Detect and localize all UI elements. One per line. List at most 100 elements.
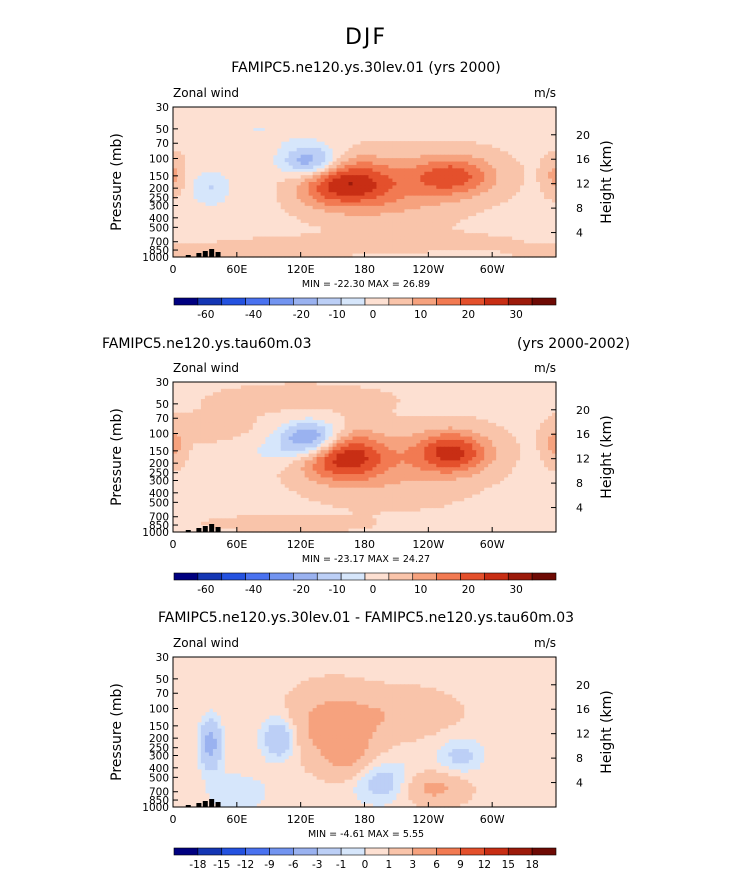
contour-cell	[488, 144, 493, 149]
contour-cell	[296, 147, 302, 152]
contour-cell	[224, 212, 230, 217]
contour-cell	[368, 164, 374, 169]
contour-cell	[536, 250, 541, 255]
contour-cell	[312, 246, 318, 251]
contour-cell	[468, 216, 473, 221]
contour-cell	[504, 395, 509, 400]
contour-cell	[216, 124, 222, 129]
contour-cell	[284, 110, 290, 115]
contour-cell	[356, 171, 362, 176]
contour-cell	[324, 236, 330, 241]
contour-cell	[240, 141, 246, 146]
contour-cell	[420, 222, 425, 227]
contour-cell	[336, 253, 342, 258]
contour-cell	[180, 229, 186, 234]
contour-cell	[180, 110, 186, 115]
contour-cell	[268, 253, 274, 258]
contour-cell	[256, 222, 262, 227]
contour-cell	[204, 134, 210, 139]
contour-cell	[376, 219, 382, 224]
contour-cell	[532, 402, 537, 407]
contour-cell	[280, 120, 286, 125]
contour-cell	[408, 229, 413, 234]
contour-cell	[260, 405, 266, 410]
contour-cell	[548, 253, 553, 258]
contour-cell	[388, 134, 394, 139]
contour-cell	[488, 113, 493, 118]
contour-cell	[472, 161, 477, 166]
contour-cell	[376, 409, 382, 414]
contour-cell	[228, 178, 234, 183]
contour-cell	[232, 405, 238, 410]
contour-cell	[352, 222, 358, 227]
contour-cell	[264, 141, 270, 146]
contour-cell	[460, 164, 465, 169]
contour-cell	[488, 219, 493, 224]
contour-cell	[544, 134, 549, 139]
contour-cell	[376, 117, 382, 122]
contour-cell	[288, 130, 294, 135]
contour-cell	[324, 127, 330, 132]
contour-cell	[428, 120, 433, 125]
contour-cell	[288, 392, 294, 397]
contour-cell	[180, 192, 186, 197]
contour-cell	[216, 219, 222, 224]
contour-cell	[244, 409, 250, 414]
contour-cell	[192, 107, 198, 112]
contour-cell	[412, 195, 417, 200]
contour-cell	[516, 124, 521, 129]
contour-cell	[448, 151, 453, 156]
contour-cell	[448, 137, 453, 142]
contour-cell	[356, 409, 362, 414]
contour-cell	[516, 405, 521, 410]
contour-cell	[416, 195, 421, 200]
contour-cell	[460, 236, 465, 241]
contour-cell	[412, 185, 417, 190]
contour-cell	[344, 205, 350, 210]
contour-cell	[376, 164, 382, 169]
contour-cell	[456, 185, 461, 190]
contour-cell	[328, 130, 334, 135]
contour-cell	[224, 151, 230, 156]
contour-cell	[204, 151, 210, 156]
contour-cell	[400, 229, 405, 234]
contour-cell	[544, 385, 549, 390]
colorbar-swatch	[460, 297, 485, 306]
contour-cell	[236, 236, 242, 241]
contour-cell	[472, 141, 477, 146]
contour-cell	[404, 175, 409, 180]
contour-cell	[524, 382, 529, 387]
contour-cell	[260, 243, 266, 248]
contour-cell	[516, 161, 521, 166]
contour-cell	[352, 209, 358, 214]
contour-cell	[528, 110, 533, 115]
contour-cell	[212, 212, 218, 217]
contour-cell	[368, 222, 374, 227]
contour-cell	[316, 195, 322, 200]
contour-cell	[332, 107, 338, 112]
contour-cell	[404, 409, 409, 414]
contour-cell	[236, 219, 242, 224]
contour-cell	[304, 124, 310, 129]
contour-cell	[412, 402, 417, 407]
contour-cell	[396, 154, 402, 159]
contour-cell	[428, 124, 433, 129]
contour-cell	[484, 222, 489, 227]
y-tick-label: 200	[149, 183, 169, 195]
contour-cell	[368, 110, 374, 115]
contour-cell	[264, 216, 270, 221]
contour-cell	[408, 137, 413, 142]
contour-cell	[540, 120, 545, 125]
contour-cell	[260, 222, 266, 227]
contour-cell	[232, 226, 238, 231]
contour-cell	[248, 216, 254, 221]
contour-cell	[520, 168, 525, 173]
contour-cell	[476, 147, 481, 152]
contour-cell	[228, 113, 234, 118]
contour-cell	[476, 168, 481, 173]
contour-cell	[336, 137, 342, 142]
contour-cell	[368, 175, 374, 180]
contour-cell	[276, 409, 282, 414]
contour-cell	[320, 154, 326, 159]
contour-cell	[384, 117, 390, 122]
